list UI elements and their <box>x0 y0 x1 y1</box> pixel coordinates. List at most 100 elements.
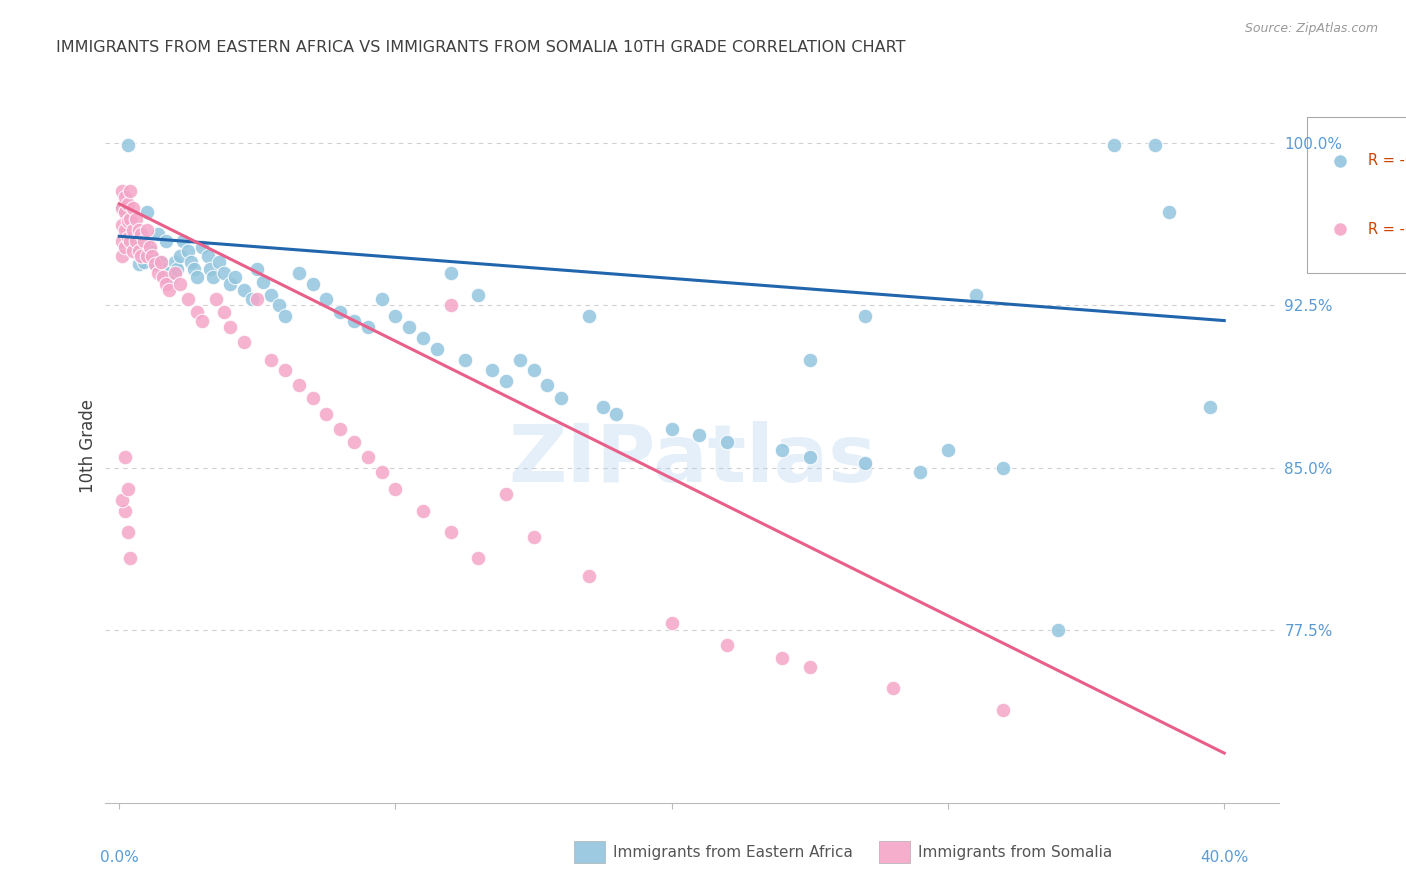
Point <box>301 277 323 291</box>
Point <box>117 525 139 540</box>
FancyBboxPatch shape <box>574 841 605 863</box>
Point <box>114 205 136 219</box>
Point <box>157 266 180 280</box>
Point <box>134 234 156 248</box>
Point <box>910 465 932 479</box>
Point <box>202 270 225 285</box>
Point <box>357 450 380 464</box>
Point <box>467 287 489 301</box>
Point <box>495 486 517 500</box>
Point <box>269 298 291 312</box>
Point <box>426 342 449 356</box>
Point <box>152 261 174 276</box>
Point <box>120 551 142 566</box>
Point <box>550 392 572 406</box>
Point <box>523 363 546 377</box>
Point <box>208 255 231 269</box>
Point <box>329 305 352 319</box>
Point <box>117 214 139 228</box>
Point <box>578 568 600 582</box>
Point <box>853 310 876 324</box>
Point <box>135 205 157 219</box>
Point <box>138 240 160 254</box>
Point <box>882 681 904 696</box>
Point <box>138 244 160 259</box>
Point <box>111 249 134 263</box>
Point <box>197 249 219 263</box>
Point <box>232 335 254 350</box>
Point <box>592 400 614 414</box>
Point <box>163 266 186 280</box>
Point <box>125 211 148 226</box>
Point <box>146 227 169 241</box>
Point <box>329 422 352 436</box>
Text: ZIPatlas: ZIPatlas <box>509 421 876 500</box>
Point <box>128 244 150 259</box>
Point <box>117 196 139 211</box>
Point <box>141 249 163 263</box>
Point <box>1047 623 1070 637</box>
Point <box>191 313 214 327</box>
Point <box>172 234 194 248</box>
Point <box>120 211 142 226</box>
Point <box>205 292 228 306</box>
Point <box>770 443 793 458</box>
Point <box>128 257 150 271</box>
Point <box>252 275 274 289</box>
Point <box>122 229 145 244</box>
Point <box>177 292 200 306</box>
Point <box>661 422 683 436</box>
Point <box>180 255 202 269</box>
Point <box>128 244 150 259</box>
Point <box>384 310 406 324</box>
Point <box>160 270 183 285</box>
Point <box>260 287 283 301</box>
Point <box>440 266 463 280</box>
Point <box>440 298 463 312</box>
Point <box>936 443 959 458</box>
Point <box>260 352 283 367</box>
Point <box>143 257 166 271</box>
Point <box>117 231 139 245</box>
Point <box>523 530 546 544</box>
Text: 40.0%: 40.0% <box>1201 850 1249 865</box>
Point <box>578 310 600 324</box>
Point <box>536 378 558 392</box>
Point <box>1199 400 1222 414</box>
Point <box>191 240 214 254</box>
Point <box>152 270 174 285</box>
Point <box>688 428 710 442</box>
Point <box>246 292 269 306</box>
Point <box>131 249 153 263</box>
Point <box>149 255 172 269</box>
Point <box>117 138 139 153</box>
Point <box>799 352 821 367</box>
Point <box>453 352 475 367</box>
Point <box>111 201 134 215</box>
Point <box>1144 138 1167 153</box>
Point <box>114 190 136 204</box>
Point <box>495 374 517 388</box>
Point <box>157 283 180 297</box>
Point <box>246 261 269 276</box>
Point <box>716 434 738 449</box>
FancyBboxPatch shape <box>1308 118 1406 273</box>
Point <box>141 251 163 265</box>
Point <box>467 551 489 566</box>
Point <box>212 266 235 280</box>
Point <box>111 184 134 198</box>
Point <box>125 238 148 252</box>
Point <box>288 266 311 280</box>
Point <box>770 651 793 665</box>
Text: R = -0.517   N = 75: R = -0.517 N = 75 <box>1368 222 1406 237</box>
Point <box>274 310 297 324</box>
Point <box>125 234 148 248</box>
Point <box>120 223 142 237</box>
Point <box>183 261 205 276</box>
Point <box>301 392 323 406</box>
Point <box>114 205 136 219</box>
Text: Immigrants from Eastern Africa: Immigrants from Eastern Africa <box>613 845 853 860</box>
Point <box>146 266 169 280</box>
Point <box>111 201 134 215</box>
Text: 0.0%: 0.0% <box>100 850 139 865</box>
